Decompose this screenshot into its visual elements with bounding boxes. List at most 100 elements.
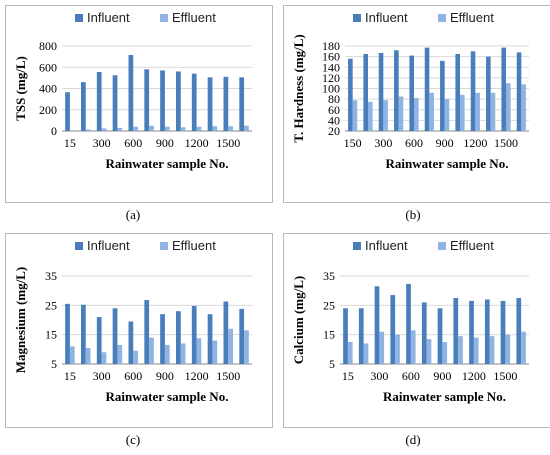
panel-a-ylabel: TSS (mg/L): [13, 56, 28, 121]
panel-c-bar-influent-7: [176, 311, 181, 364]
panel-d-bar-effluent-7: [458, 336, 463, 364]
panel-d-bar-effluent-8: [473, 337, 479, 364]
panel-a-bar-effluent-3: [117, 127, 123, 131]
panel-d-bar-effluent-2: [379, 331, 385, 364]
panel-a-legend-label-0: Influent: [87, 10, 130, 25]
panel-a-xtick-5: 1500: [216, 136, 240, 150]
panel-d-bar-influent-5: [421, 302, 427, 364]
panel-b-bar-effluent-2: [383, 100, 388, 131]
panel-d-bar-influent-10: [500, 300, 506, 364]
panel-a-bar-influent-4: [128, 55, 134, 131]
panel-b-bar-effluent-10: [506, 83, 511, 131]
panel-c-xtick-0: 15: [64, 369, 76, 383]
panel-b-xtick-2: 600: [405, 136, 423, 150]
panel-d-bar-influent-8: [469, 300, 474, 364]
panel-c-legend-swatch-1: [160, 242, 168, 250]
panel-b-bar-influent-10: [501, 47, 506, 131]
panel-d-bar-effluent-9: [489, 336, 495, 364]
panel-c-bar-effluent-3: [117, 344, 123, 364]
panel-d-bar-effluent-3: [395, 334, 400, 364]
panel-d-bar-effluent-1: [363, 343, 369, 364]
panel-c-ytick-3: 35: [45, 269, 57, 283]
panel-c-legend-label-0: Influent: [87, 238, 130, 253]
panel-d-bar-effluent-5: [426, 339, 432, 364]
panel-b-bar-influent-4: [409, 55, 414, 131]
panel-b-ytick-1: 40: [328, 113, 340, 127]
panel-a-bar-effluent-8: [196, 126, 202, 131]
panel-d-xtick-5: 1500: [493, 369, 517, 383]
panel-c-bar-effluent-9: [212, 340, 218, 364]
panel-c-bar-influent-1: [81, 304, 86, 364]
panel-b-xtick-4: 1200: [463, 136, 487, 150]
panel-d-xtick-3: 900: [433, 369, 451, 383]
panel-a-ytick-1: 200: [39, 103, 57, 117]
panel-c-bar-influent-9: [207, 314, 213, 364]
panel-c-bar-effluent-4: [133, 350, 138, 364]
panel-d-bar-effluent-0: [347, 342, 353, 364]
panel-b-caption: (b): [405, 207, 420, 222]
panel-d-bar-influent-4: [406, 283, 411, 364]
panel-c-bar-influent-2: [96, 317, 102, 364]
panel-b-ylabel: T. Hardness (mg/L): [291, 34, 306, 142]
panel-a-bar-influent-7: [176, 71, 181, 131]
panel-d-bar-influent-7: [453, 298, 459, 364]
panel-b-bar-effluent-0: [352, 100, 358, 131]
panel-c-xtick-2: 600: [124, 369, 142, 383]
panel-b-bar-influent-3: [394, 50, 399, 131]
panel-c-bar-influent-11: [239, 308, 245, 364]
panel-c-bar-effluent-11: [244, 330, 249, 364]
panel-a-ytick-0: 0: [51, 124, 57, 138]
panel-a-legend-swatch-0: [75, 14, 83, 22]
panel-c-xlabel: Rainwater sample No.: [106, 389, 229, 404]
panel-d-legend-label-1: Effluent: [450, 238, 494, 253]
panel-b-xtick-3: 900: [436, 136, 454, 150]
panel-a-ytick-4: 800: [39, 39, 57, 53]
panel-d-ytick-0: 5: [329, 357, 335, 371]
panel-d-legend-swatch-1: [438, 242, 446, 250]
panel-b-bar-effluent-3: [398, 96, 404, 131]
panel-d-ytick-3: 35: [323, 269, 335, 283]
panel-a-xlabel: Rainwater sample No.: [106, 156, 229, 171]
panel-c-bar-effluent-0: [69, 346, 75, 364]
panel-c-bar-effluent-1: [85, 347, 91, 364]
panel-a-caption: (a): [126, 207, 140, 222]
panel-a-xtick-4: 1200: [185, 136, 209, 150]
panel-c-bar-effluent-10: [228, 328, 233, 364]
panel-c-bar-influent-5: [144, 300, 150, 364]
panel-d-legend-swatch-0: [353, 242, 361, 250]
panel-d-xtick-0: 15: [342, 369, 354, 383]
panel-a-bar-influent-9: [207, 77, 213, 131]
panel-a-xtick-3: 900: [156, 136, 174, 150]
panel-c-bar-influent-8: [191, 305, 197, 364]
panel-c-bar-effluent-2: [101, 352, 107, 364]
panel-b-ytick-8: 180: [322, 39, 340, 53]
panel-c-bar-influent-10: [223, 301, 229, 364]
panel-b-ytick-3: 80: [328, 92, 340, 106]
panel-b-legend-label-0: Influent: [365, 10, 408, 25]
panel-a-bar-effluent-7: [180, 127, 186, 131]
panel-c-bar-effluent-7: [180, 343, 186, 364]
panel-b-bar-effluent-9: [490, 92, 496, 131]
panel-c-xtick-5: 1500: [216, 369, 240, 383]
panel-a-bar-influent-0: [65, 92, 70, 131]
panel-d-frame: [283, 233, 550, 428]
panel-b-xtick-5: 1500: [494, 136, 518, 150]
panel-c-bar-influent-6: [160, 314, 165, 364]
panel-d-ytick-2: 25: [323, 298, 335, 312]
panel-d-caption: (d): [405, 432, 420, 447]
panel-a-bar-influent-2: [96, 72, 102, 131]
panel-d-ylabel: Calcium (mg/L): [291, 276, 306, 364]
panel-b-ytick-2: 60: [328, 103, 340, 117]
panel-b-ytick-7: 160: [322, 50, 340, 64]
panel-a-xtick-2: 600: [124, 136, 142, 150]
panel-b-bar-influent-8: [470, 51, 476, 131]
panel-b-xlabel: Rainwater sample No.: [386, 156, 509, 171]
panel-b-bar-effluent-5: [429, 92, 434, 131]
panel-c-bar-influent-3: [112, 308, 118, 364]
panel-d-bar-influent-2: [374, 286, 380, 364]
panel-b-ytick-0: 20: [328, 124, 340, 138]
panel-a-bar-influent-6: [160, 70, 165, 131]
panel-b-bar-influent-6: [440, 60, 445, 131]
panel-c-legend-swatch-0: [75, 242, 83, 250]
